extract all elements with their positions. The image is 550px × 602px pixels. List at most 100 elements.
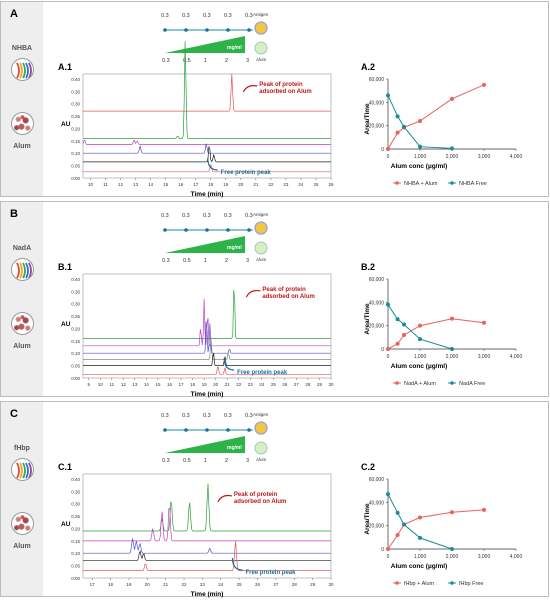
y-axis-label: Area/Time	[364, 503, 371, 535]
unit-label: mg/ml	[227, 45, 242, 51]
data-point	[395, 341, 400, 346]
data-point	[395, 510, 400, 515]
x-tick-label: 1,000	[414, 154, 427, 160]
x-tick-label: 15	[155, 382, 161, 387]
x-tick-label: 20	[213, 382, 219, 387]
legend-marker	[450, 581, 454, 585]
alum-conc-label: 0.3	[162, 458, 170, 464]
y-tick-label: 0	[381, 147, 384, 153]
protein-strand	[19, 62, 23, 79]
x-tick-label: 24	[298, 182, 304, 187]
data-point	[482, 507, 486, 512]
data-point	[418, 144, 422, 149]
alum-conc-label: 0.3	[162, 58, 170, 64]
antigen-dot	[163, 28, 167, 32]
line-chart-label: C.2	[361, 462, 375, 472]
antigen-conc-label: 0.3	[161, 213, 169, 219]
antigen-dot	[205, 228, 209, 232]
data-point	[418, 535, 422, 540]
antigen-dot	[226, 28, 230, 32]
x-tick-label: 25	[313, 182, 319, 187]
x-tick-label: 30	[328, 382, 334, 387]
y-tick-label: 60,000	[369, 77, 385, 83]
x-tick-label: 28	[292, 582, 298, 587]
free-peak-arrow	[231, 557, 243, 571]
x-tick-label: 3,000	[478, 554, 491, 560]
x-tick-label: 23	[200, 582, 206, 587]
y-tick-label: 40,000	[369, 100, 385, 106]
x-tick-label: 0	[387, 354, 390, 360]
y-tick-label: 0.30	[71, 102, 80, 107]
alum-particles-icon	[11, 312, 34, 335]
line-chart-label: B.2	[361, 262, 375, 272]
y-axis-label: AU	[61, 321, 71, 328]
y-tick-label: 0.25	[71, 514, 80, 519]
legend-label: NadA + Alum	[404, 381, 436, 387]
legend-marker	[450, 181, 454, 185]
chromatogram-label: B.1	[58, 262, 72, 272]
unit-label: mg/ml	[227, 245, 242, 251]
antigen-conc-label: 0.3	[224, 13, 232, 19]
chromatogram-trace-2	[83, 41, 331, 139]
chromatogram-trace-2	[83, 507, 331, 542]
x-tick-label: 26	[282, 382, 288, 387]
panel-label: B	[10, 208, 18, 220]
y-tick-label: 0.15	[71, 139, 80, 144]
y-tick-label: 0.35	[71, 289, 80, 294]
adsorption-chart: C.2 0 20,000 40,000 60,000 0 1,000 2,000 3,000 4,…	[361, 462, 522, 587]
x-tick-label: 17	[179, 382, 185, 387]
y-tick-label: 0.25	[71, 114, 80, 119]
protein-name: NHBA	[11, 45, 33, 52]
x-tick-label: 17	[193, 182, 199, 187]
alum-conc-label: 2	[225, 258, 228, 264]
peak-arrow	[245, 289, 261, 298]
y-tick-label: 0.20	[71, 326, 80, 331]
alum-icon	[254, 41, 268, 55]
x-tick-label: 29	[310, 582, 316, 587]
free-peak-arrow	[223, 357, 235, 371]
alum-conc-label: 0.5	[183, 58, 191, 64]
y-tick-label: 0.05	[71, 364, 80, 369]
data-point	[482, 82, 486, 87]
legend-marker	[395, 381, 399, 385]
x-tick-label: 4,000	[510, 354, 523, 360]
antigen-dot	[163, 428, 167, 432]
panel-a: A NHBA Alum 0.3 0.3 0.3 0.3 0.3 mg/ml 0.3 0.5 1 2 3 An…	[0, 1, 549, 198]
chromatogram-trace-6	[83, 164, 331, 173]
panel-b: B NadA Alum 0.3 0.3 0.3 0.3 0.3 mg/ml 0.3 0.5 1 2 3 An…	[0, 201, 549, 398]
protein-strand	[22, 62, 26, 79]
data-point	[418, 119, 422, 123]
legend-label: fHbp + Alum	[404, 581, 435, 587]
x-tick-label: 3,000	[478, 354, 491, 360]
protein-strand	[28, 262, 32, 279]
alum-conc-label: 0.3	[162, 258, 170, 264]
y-tick-label: 0.15	[71, 539, 80, 544]
data-point	[386, 492, 390, 497]
y-tick-label: 0.00	[71, 176, 80, 181]
alum-conc-label: 0.5	[183, 458, 191, 464]
y-tick-label: 0.05	[71, 564, 80, 569]
peak-arrow	[217, 494, 233, 503]
x-tick-label: 27	[294, 382, 300, 387]
y-tick-label: 60,000	[369, 277, 385, 283]
legend-marker	[395, 181, 399, 185]
x-tick-label: 10	[98, 382, 104, 387]
y-tick-label: 0.15	[71, 339, 80, 344]
y-tick-label: 0.40	[71, 477, 80, 482]
panel-label: C	[10, 408, 18, 420]
data-point	[386, 93, 390, 98]
adsorbed-peak-note: Peak of protein	[234, 492, 278, 498]
protein-strand	[19, 262, 23, 279]
x-axis-label: Alum conc (µg/ml)	[391, 363, 447, 370]
protein-strand	[28, 62, 32, 79]
protein-strand	[22, 462, 26, 479]
chromatogram-trace-3	[83, 538, 331, 554]
x-tick-label: 26	[328, 182, 334, 187]
y-tick-label: 0.40	[71, 77, 80, 82]
data-point	[418, 337, 422, 342]
data-point	[395, 317, 400, 322]
antigen-dot	[163, 228, 167, 232]
antigen-dot	[226, 228, 230, 232]
antigen-conc-label: 0.3	[161, 13, 169, 19]
